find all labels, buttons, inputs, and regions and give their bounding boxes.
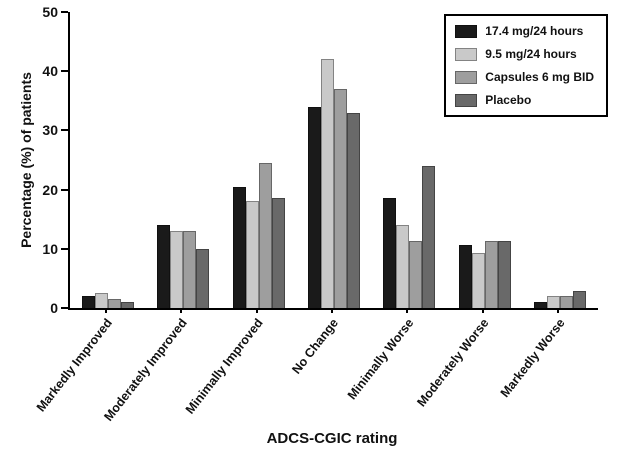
y-tick-label: 40 bbox=[42, 63, 58, 80]
y-axis-title: Percentage (%) of patients bbox=[18, 72, 34, 248]
bar bbox=[383, 198, 397, 308]
bar-group bbox=[372, 12, 447, 308]
x-tick-label: Minimally Worse bbox=[344, 316, 417, 403]
bar bbox=[573, 291, 587, 308]
bar bbox=[258, 162, 272, 308]
x-tick-mark bbox=[406, 308, 409, 313]
bar bbox=[409, 241, 423, 308]
bar bbox=[471, 252, 485, 308]
bar bbox=[120, 302, 134, 308]
bar bbox=[396, 225, 410, 308]
y-tick-mark bbox=[61, 129, 68, 132]
bar bbox=[534, 302, 548, 308]
x-tick-label: Moderately Improved bbox=[101, 316, 191, 424]
y-tick-mark bbox=[61, 11, 68, 13]
bar bbox=[271, 198, 285, 308]
bar bbox=[107, 299, 121, 308]
bar-group bbox=[221, 12, 296, 308]
x-tick-label: No Change bbox=[289, 316, 342, 377]
bar bbox=[81, 296, 95, 308]
legend-label: Placebo bbox=[485, 93, 532, 107]
legend-entry: Capsules 6 mg BID bbox=[455, 70, 594, 84]
legend-swatch bbox=[455, 93, 478, 107]
legend-swatch bbox=[455, 47, 478, 61]
bar bbox=[320, 59, 334, 308]
legend-label: 17.4 mg/24 hours bbox=[485, 24, 584, 38]
x-tick-mark bbox=[331, 308, 333, 313]
bar bbox=[458, 244, 472, 308]
bar bbox=[346, 112, 360, 308]
legend-entry: 9.5 mg/24 hours bbox=[455, 47, 594, 61]
y-tick-mark bbox=[61, 188, 68, 191]
x-tick-label: Markedly Improved bbox=[33, 316, 115, 415]
bar bbox=[333, 88, 347, 308]
legend-swatch bbox=[455, 24, 478, 38]
y-tick-mark bbox=[61, 70, 68, 73]
y-tick-label: 30 bbox=[42, 122, 58, 139]
y-tick-label: 50 bbox=[42, 4, 58, 20]
x-tick-label: Moderately Worse bbox=[414, 316, 492, 410]
legend-label: 9.5 mg/24 hours bbox=[485, 47, 577, 61]
bar bbox=[422, 165, 436, 308]
bar bbox=[560, 296, 574, 308]
bar bbox=[497, 241, 511, 308]
legend-entry: Placebo bbox=[455, 93, 594, 107]
y-tick-label: 0 bbox=[50, 300, 58, 316]
x-tick-label: Minimally Improved bbox=[182, 316, 266, 417]
bar bbox=[547, 296, 561, 308]
plot-area bbox=[68, 12, 598, 310]
legend: 17.4 mg/24 hours 9.5 mg/24 hours Capsules … bbox=[444, 14, 608, 117]
x-axis-title: ADCS-CGIC rating bbox=[266, 430, 398, 447]
y-tick-label: 20 bbox=[42, 181, 58, 198]
x-tick-mark bbox=[180, 308, 183, 313]
bar-group bbox=[447, 12, 522, 308]
x-tick-mark bbox=[255, 308, 258, 313]
y-tick-label: 10 bbox=[42, 240, 58, 257]
bar bbox=[307, 106, 321, 308]
x-tick-mark bbox=[481, 308, 484, 313]
bar bbox=[196, 248, 210, 308]
legend-label: Capsules 6 mg BID bbox=[485, 70, 594, 84]
legend-entry: 17.4 mg/24 hours bbox=[455, 24, 594, 38]
bar bbox=[232, 186, 246, 308]
bar bbox=[170, 231, 184, 308]
x-tick-mark bbox=[557, 308, 560, 313]
x-tick-label: Markedly Worse bbox=[497, 316, 568, 400]
bar-group bbox=[523, 12, 598, 308]
y-tick-mark bbox=[61, 247, 68, 250]
legend-swatch bbox=[455, 70, 478, 84]
bar bbox=[484, 241, 498, 308]
bar bbox=[245, 201, 259, 308]
bar bbox=[94, 293, 108, 308]
bar-group bbox=[145, 12, 220, 308]
x-tick-mark bbox=[104, 308, 107, 313]
bar bbox=[183, 231, 197, 308]
bar-groups bbox=[70, 12, 598, 308]
bar bbox=[157, 225, 171, 308]
bar-group bbox=[70, 12, 145, 308]
y-tick-mark bbox=[61, 307, 68, 309]
bar-group bbox=[296, 12, 371, 308]
